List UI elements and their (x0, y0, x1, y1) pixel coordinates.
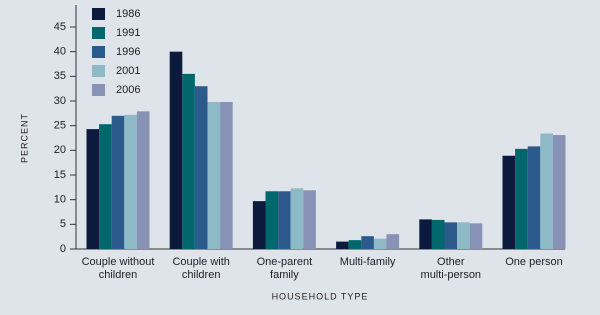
legend-swatch (92, 27, 105, 39)
legend-swatch (92, 84, 105, 96)
bar (419, 219, 432, 249)
y-tick-label: 30 (54, 95, 66, 107)
legend-label: 1996 (116, 46, 140, 58)
y-tick-label: 40 (54, 46, 66, 58)
bar (252, 201, 266, 249)
bar (194, 86, 208, 249)
bar (278, 191, 291, 249)
x-tick-label: Couple with children (172, 256, 230, 281)
bar (290, 188, 304, 249)
bar (373, 238, 387, 249)
bar (182, 73, 195, 249)
bar (207, 101, 221, 249)
bar (540, 133, 553, 249)
bar (527, 146, 541, 249)
x-tick-label: Couple without children (81, 256, 155, 281)
legend-label: 1991 (116, 27, 140, 39)
y-tick-label: 15 (54, 169, 66, 181)
legend-swatch (92, 46, 105, 58)
bar (169, 51, 183, 249)
legend-swatch (92, 8, 105, 20)
y-tick-label: 10 (54, 194, 66, 206)
bar (444, 222, 458, 249)
bar (502, 155, 516, 249)
legend-label: 1986 (116, 8, 140, 20)
bar (336, 241, 349, 249)
bar (515, 148, 528, 249)
y-tick-label: 45 (54, 21, 66, 33)
bar (124, 114, 137, 250)
bar (361, 236, 374, 249)
y-tick-label: 35 (54, 70, 66, 82)
bar (457, 222, 470, 249)
bar (386, 234, 400, 249)
bar (136, 111, 150, 249)
bar (220, 101, 233, 249)
y-tick-label: 5 (60, 218, 66, 230)
legend-label: 2006 (116, 84, 140, 96)
bar (265, 191, 279, 249)
y-axis-title: PERCENT (19, 113, 29, 163)
y-tick-label: 0 (60, 243, 66, 255)
bar (86, 129, 100, 249)
bar (431, 219, 445, 249)
bar (111, 115, 125, 249)
x-tick-label: One-parent family (256, 256, 313, 281)
y-tick-label: 25 (54, 120, 66, 132)
legend-swatch (92, 65, 105, 77)
bar (552, 135, 566, 249)
bar (99, 124, 112, 249)
x-axis-title: HOUSEHOLD TYPE (272, 291, 369, 301)
y-tick-label: 20 (54, 144, 66, 156)
x-tick-label: One person (505, 256, 563, 268)
x-tick-label: Multi-family (339, 256, 396, 268)
x-tick-label: Other multi-person (420, 256, 482, 281)
bar (348, 240, 362, 249)
legend-label: 2001 (116, 65, 140, 77)
bar (303, 190, 316, 249)
bar (469, 223, 483, 249)
